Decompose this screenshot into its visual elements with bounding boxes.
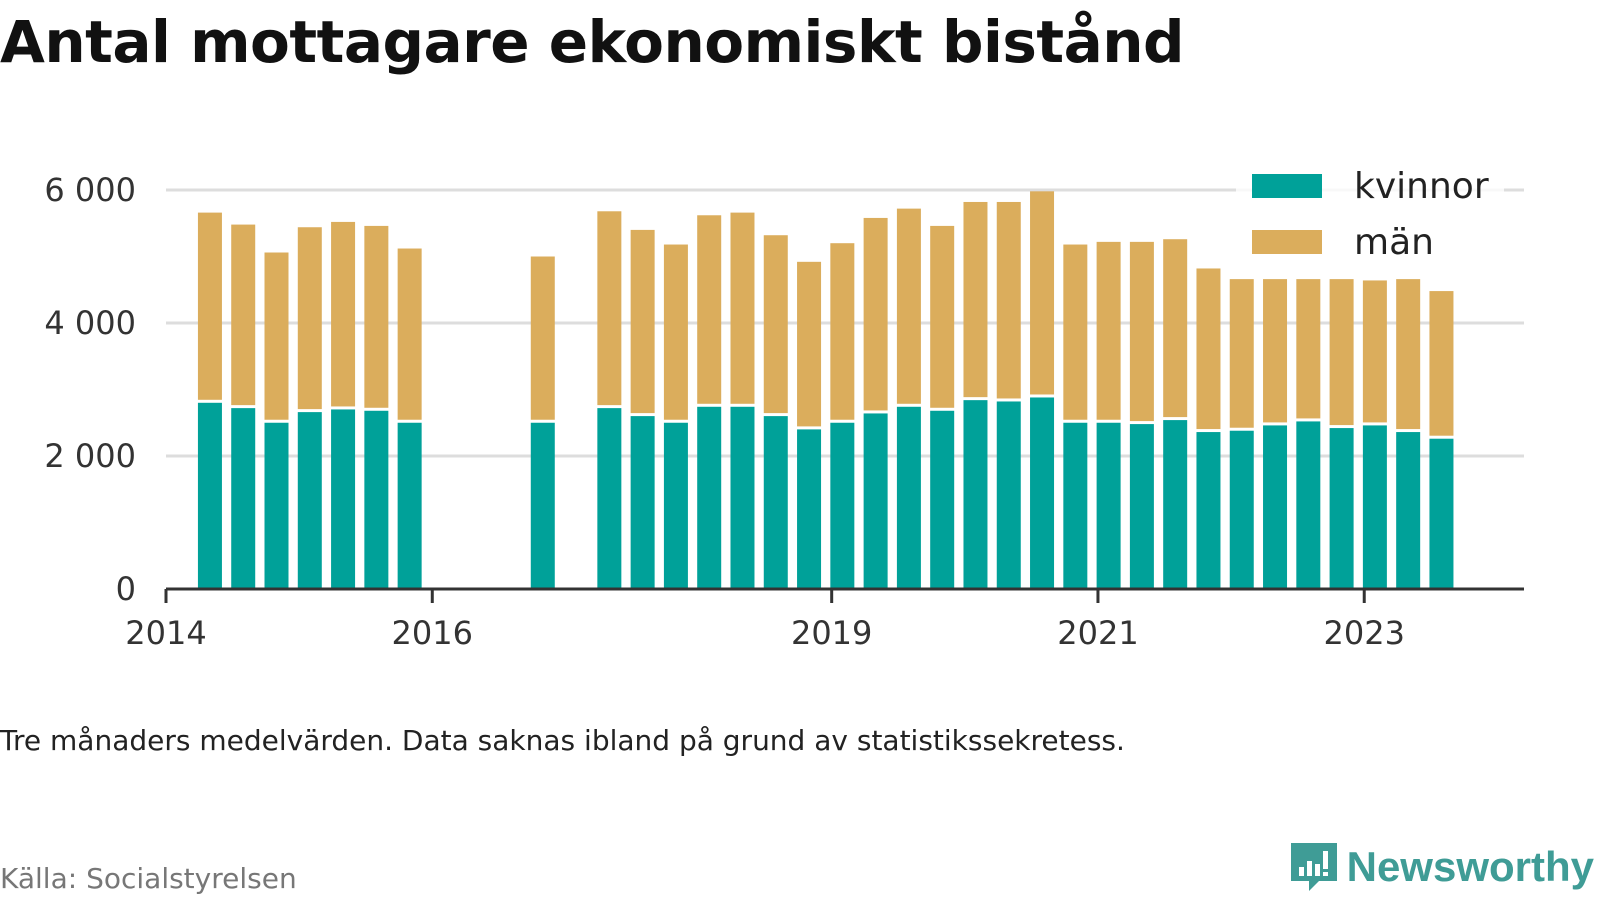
bar-man bbox=[1396, 279, 1421, 430]
bar-man bbox=[1329, 279, 1354, 426]
bar-man bbox=[364, 225, 389, 408]
x-tick-label: 2016 bbox=[392, 614, 473, 652]
bar-kvinnor bbox=[1229, 430, 1254, 589]
y-tick-label: 2 000 bbox=[44, 437, 136, 475]
bar-man bbox=[231, 224, 256, 406]
bar-kvinnor bbox=[331, 409, 356, 589]
bar-man bbox=[197, 212, 222, 400]
x-tick-label: 2021 bbox=[1057, 614, 1138, 652]
bar-kvinnor bbox=[1196, 432, 1221, 589]
bar-man bbox=[1229, 279, 1254, 428]
bar-kvinnor bbox=[1362, 425, 1387, 589]
bar-kvinnor bbox=[930, 410, 955, 589]
y-tick-label: 4 000 bbox=[44, 304, 136, 342]
bar-kvinnor bbox=[1163, 420, 1188, 589]
newsworthy-logo: Newsworthy bbox=[1289, 842, 1594, 892]
chart-title: Antal mottagare ekonomiskt bistånd bbox=[0, 8, 1185, 76]
bar-man bbox=[1129, 241, 1154, 422]
faded-overlay bbox=[1236, 150, 1504, 278]
source-label: Källa: Socialstyrelsen bbox=[0, 862, 297, 895]
bar-man bbox=[730, 212, 755, 404]
legend-swatch bbox=[1252, 174, 1322, 198]
chart-note: Tre månaders medelvärden. Data saknas ib… bbox=[0, 724, 1125, 757]
legend: kvinnor män bbox=[1252, 166, 1489, 263]
bar-kvinnor bbox=[1063, 422, 1088, 589]
bar-man bbox=[763, 235, 788, 414]
bar-kvinnor bbox=[730, 406, 755, 589]
bar-man bbox=[1096, 241, 1121, 420]
bar-kvinnor bbox=[264, 422, 289, 589]
bar-kvinnor bbox=[1129, 424, 1154, 589]
x-tick-label: 2019 bbox=[791, 614, 872, 652]
bar-man bbox=[1429, 291, 1454, 436]
axes: 0 2 000 4 000 6 000 2014 2016 2019 2021 2023 bbox=[44, 171, 1524, 652]
bars bbox=[197, 191, 1454, 589]
bar-kvinnor bbox=[963, 400, 988, 589]
bar-kvinnor bbox=[1030, 397, 1055, 589]
bar-kvinnor bbox=[530, 422, 555, 589]
bar-man bbox=[663, 244, 688, 420]
bar-kvinnor bbox=[231, 408, 256, 589]
bar-man bbox=[1196, 268, 1221, 430]
bar-man bbox=[1163, 239, 1188, 418]
legend-background bbox=[1236, 150, 1504, 278]
bar-kvinnor bbox=[697, 406, 722, 589]
bar-man bbox=[697, 215, 722, 404]
bar-man bbox=[896, 208, 921, 404]
x-tick-label: 2023 bbox=[1324, 614, 1405, 652]
bar-man bbox=[264, 252, 289, 420]
bar-man bbox=[863, 217, 888, 411]
bar-kvinnor bbox=[1296, 421, 1321, 589]
y-tick-label: 6 000 bbox=[44, 171, 136, 209]
bar-man bbox=[963, 201, 988, 398]
legend-label: kvinnor bbox=[1354, 166, 1489, 207]
bar-man bbox=[597, 211, 622, 406]
legend-label: män bbox=[1354, 222, 1434, 263]
bar-kvinnor bbox=[830, 422, 855, 589]
bar-kvinnor bbox=[1396, 432, 1421, 589]
newsworthy-icon bbox=[1290, 843, 1337, 891]
bar-man bbox=[530, 256, 555, 420]
legend-swatch bbox=[1252, 230, 1322, 254]
bar-kvinnor bbox=[597, 408, 622, 589]
bar-man bbox=[630, 229, 655, 414]
bar-man bbox=[1063, 244, 1088, 420]
bar-kvinnor bbox=[197, 402, 222, 589]
bar-man bbox=[1030, 191, 1055, 395]
bar-kvinnor bbox=[630, 416, 655, 589]
bar-man bbox=[1362, 280, 1387, 423]
bar-man bbox=[930, 225, 955, 408]
bar-man bbox=[797, 261, 822, 427]
bar-man bbox=[297, 227, 322, 410]
bar-kvinnor bbox=[1329, 428, 1354, 589]
bar-kvinnor bbox=[863, 413, 888, 589]
bar-kvinnor bbox=[297, 412, 322, 589]
bar-man bbox=[331, 221, 356, 407]
bar-chart: 0 2 000 4 000 6 000 2014 2016 2019 2021 2023 kvi… bbox=[44, 150, 1524, 652]
bar-kvinnor bbox=[1263, 425, 1288, 589]
bar-kvinnor bbox=[996, 401, 1021, 589]
bar-kvinnor bbox=[364, 410, 389, 589]
bar-man bbox=[996, 201, 1021, 399]
bar-kvinnor bbox=[1096, 422, 1121, 589]
bar-kvinnor bbox=[896, 406, 921, 589]
bar-man bbox=[830, 243, 855, 420]
bar-man bbox=[1263, 279, 1288, 423]
bar-kvinnor bbox=[663, 422, 688, 589]
bar-kvinnor bbox=[1429, 438, 1454, 589]
y-tick-label: 0 bbox=[116, 570, 136, 608]
brand-name: Newsworthy bbox=[1346, 843, 1594, 890]
bar-kvinnor bbox=[797, 429, 822, 589]
x-tick-label: 2014 bbox=[125, 614, 206, 652]
bar-man bbox=[1296, 279, 1321, 419]
bar-man bbox=[397, 248, 422, 420]
bar-kvinnor bbox=[397, 422, 422, 589]
bar-kvinnor bbox=[763, 416, 788, 589]
